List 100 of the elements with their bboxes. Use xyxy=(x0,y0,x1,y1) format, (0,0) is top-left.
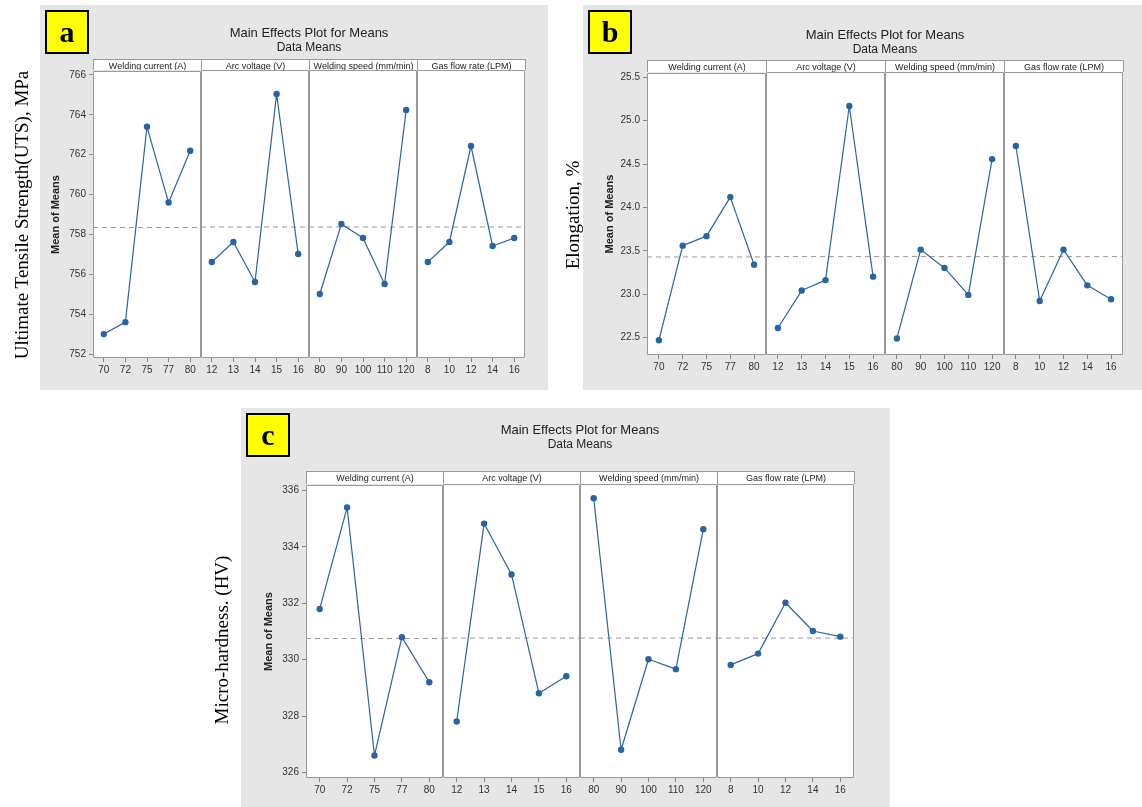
x-tick-label: 72 xyxy=(119,363,132,375)
y-tick-label: 762 xyxy=(69,148,87,160)
chart-title: Gas flow rate (LPM) xyxy=(717,471,855,485)
text: Elongation, % xyxy=(561,160,584,270)
x-tick-label: 8 xyxy=(727,783,734,795)
y-tick-label: 752 xyxy=(69,347,87,359)
y-tick-label: 22.5 xyxy=(620,331,641,343)
x-tick-label: 12 xyxy=(451,783,463,795)
point xyxy=(535,689,543,697)
y-axis-title: Mean of Means xyxy=(602,174,615,254)
point xyxy=(511,234,518,242)
text: c xyxy=(246,413,290,457)
point xyxy=(273,90,280,98)
x-tick-label: 80 xyxy=(748,360,761,372)
x-tick-label: 72 xyxy=(341,783,354,795)
point xyxy=(508,571,515,578)
x-tick-label: 70 xyxy=(98,363,110,375)
point xyxy=(122,318,129,326)
point xyxy=(381,280,388,288)
y-tick-label: 326 xyxy=(282,766,300,778)
x-tick-label: 80 xyxy=(423,783,436,795)
point xyxy=(700,526,707,533)
x-tick-label: 120 xyxy=(983,360,1001,372)
x-tick-label: 100 xyxy=(936,360,954,372)
x-tick-label: 14 xyxy=(505,783,518,795)
x-tick-label: 13 xyxy=(227,363,240,375)
point xyxy=(1060,246,1067,253)
point xyxy=(837,633,844,640)
point xyxy=(679,242,686,249)
text: Main Effects Plot for Means xyxy=(804,27,966,42)
point xyxy=(208,258,215,266)
chart-title: Welding current (A) xyxy=(93,59,202,71)
y-tick-label: 23.5 xyxy=(620,244,641,256)
y-tick-label: 760 xyxy=(69,188,87,200)
x-tick-label: 110 xyxy=(376,363,393,375)
x-tick-label: 16 xyxy=(560,783,573,795)
point xyxy=(359,234,367,242)
point xyxy=(917,246,924,253)
x-tick-label: 70 xyxy=(653,360,665,372)
x-tick-label: 14 xyxy=(1081,360,1094,372)
x-tick-label: 75 xyxy=(368,783,381,795)
point xyxy=(403,106,410,114)
x-tick-label: 13 xyxy=(796,360,808,372)
x-tick-label: 120 xyxy=(397,363,415,375)
point xyxy=(1107,296,1115,303)
y-axis-title: Mean of Means xyxy=(48,175,61,254)
point xyxy=(809,627,817,635)
chart-title: Welding speed (mm/min) xyxy=(309,59,418,71)
point xyxy=(143,123,151,131)
x-tick-label: 15 xyxy=(533,783,545,795)
y-tick-label: 334 xyxy=(282,540,300,552)
x-tick-label: 12 xyxy=(465,363,477,375)
y-tick-label: 754 xyxy=(69,307,87,319)
point xyxy=(343,504,351,511)
point xyxy=(645,656,652,663)
point xyxy=(295,250,302,258)
x-tick-label: 77 xyxy=(396,783,408,795)
point xyxy=(426,679,433,686)
x-tick-label: 120 xyxy=(694,783,713,795)
x-tick-label: 77 xyxy=(163,363,175,375)
x-tick-label: 10 xyxy=(752,783,765,795)
point xyxy=(893,335,901,342)
x-tick-label: 10 xyxy=(443,363,456,375)
x-tick-label: 90 xyxy=(615,783,628,795)
x-tick-label: 14 xyxy=(807,783,819,795)
point xyxy=(869,273,877,280)
chart-title: Welding current (A) xyxy=(306,471,444,485)
point xyxy=(467,142,475,150)
x-tick-label: 14 xyxy=(249,363,261,375)
text: b xyxy=(588,10,632,54)
point xyxy=(782,599,789,606)
y-tick-label: 336 xyxy=(282,484,300,496)
point xyxy=(316,290,323,298)
chart-title: Gas flow rate (LPM) xyxy=(1004,60,1124,73)
y-tick-label: 766 xyxy=(69,68,87,80)
y-tick-label: 330 xyxy=(282,653,300,665)
chart-title: Arc voltage (V) xyxy=(201,59,310,71)
point xyxy=(398,633,406,641)
x-tick-label: 72 xyxy=(677,360,689,372)
y-tick-label: 25.5 xyxy=(620,71,641,83)
point xyxy=(1084,282,1091,289)
chart-title: Arc voltage (V) xyxy=(443,471,581,485)
x-tick-label: 13 xyxy=(478,783,491,795)
point xyxy=(672,665,680,673)
point xyxy=(754,650,762,657)
x-tick-label: 100 xyxy=(640,783,658,795)
point xyxy=(424,258,431,266)
point xyxy=(251,278,259,286)
x-tick-label: 80 xyxy=(184,363,197,375)
x-tick-label: 77 xyxy=(724,360,737,372)
point xyxy=(727,193,734,201)
text: Main Effects Plot for Means xyxy=(499,422,661,437)
y-tick-label: 756 xyxy=(69,268,87,280)
y-tick-label: 24.5 xyxy=(620,157,641,169)
y-tick-label: 328 xyxy=(282,709,300,721)
x-tick-label: 75 xyxy=(700,360,713,372)
y-tick-label: 764 xyxy=(69,108,87,120)
point xyxy=(489,242,496,250)
point xyxy=(703,232,710,240)
point xyxy=(446,238,453,246)
